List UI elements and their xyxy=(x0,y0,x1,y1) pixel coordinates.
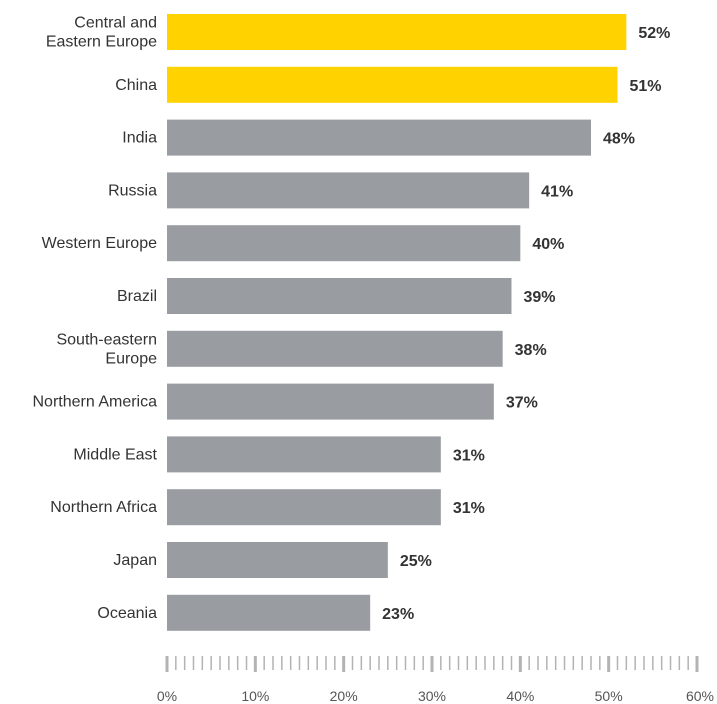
value-label-0: 52% xyxy=(638,25,670,42)
value-label-6: 38% xyxy=(515,342,547,359)
category-label-0: Central and Eastern Europe xyxy=(46,15,157,51)
bar-9 xyxy=(167,489,441,526)
bar-6 xyxy=(167,330,503,367)
bar-10 xyxy=(167,542,388,578)
x-tick-label-6: 60% xyxy=(686,688,714,704)
value-label-4: 40% xyxy=(532,236,564,253)
x-tick-label-3: 30% xyxy=(418,688,446,704)
bar-1 xyxy=(167,66,618,103)
category-label-line: Middle East xyxy=(73,446,157,463)
category-label-line: Russia xyxy=(108,182,157,199)
category-label-line: Eastern Europe xyxy=(46,34,157,51)
category-label-line: Europe xyxy=(105,350,157,367)
value-label-9: 31% xyxy=(453,500,485,517)
bar-3 xyxy=(167,172,530,209)
category-label-1: China xyxy=(115,77,157,94)
category-label-8: Middle East xyxy=(73,446,157,463)
value-label-1: 51% xyxy=(630,78,662,95)
bars-group xyxy=(167,14,627,631)
bar-5 xyxy=(167,278,512,314)
bar-0 xyxy=(167,14,627,50)
value-labels-group: 52% 51% 48% 41% 40% 39% 38% 37% 31% 31% 25% 23% xyxy=(382,25,670,623)
category-label-line: China xyxy=(115,77,157,94)
x-tick-label-0: 0% xyxy=(157,688,177,704)
value-label-2: 48% xyxy=(603,131,635,148)
category-label-5: Brazil xyxy=(117,288,157,305)
x-axis-tick-labels-group: 0% 10% 20% 30% 40% 50% 60% xyxy=(157,688,714,704)
category-label-line: Northern Africa xyxy=(50,499,157,516)
x-tick-label-5: 50% xyxy=(595,688,623,704)
x-tick-label-2: 20% xyxy=(330,688,358,704)
value-label-11: 23% xyxy=(382,606,414,623)
value-label-7: 37% xyxy=(506,395,538,412)
category-label-11: Oceania xyxy=(97,605,157,622)
category-label-2: India xyxy=(122,130,157,147)
category-label-9: Northern Africa xyxy=(50,499,157,516)
category-label-line: Northern America xyxy=(33,394,158,411)
value-label-8: 31% xyxy=(453,447,485,464)
bar-11 xyxy=(167,594,371,631)
category-label-10: Japan xyxy=(113,552,157,569)
category-label-line: Japan xyxy=(113,552,157,569)
bar-4 xyxy=(167,225,521,262)
bar-2 xyxy=(167,119,591,156)
bar-7 xyxy=(167,383,494,420)
x-tick-label-4: 40% xyxy=(506,688,534,704)
x-axis-ticks-group xyxy=(165,656,699,672)
category-label-line: Brazil xyxy=(117,288,157,305)
category-label-line: Western Europe xyxy=(42,235,157,252)
value-label-3: 41% xyxy=(541,183,573,200)
category-label-3: Russia xyxy=(108,182,157,199)
category-label-4: Western Europe xyxy=(42,235,157,252)
category-label-line: South-eastern xyxy=(56,331,157,348)
value-label-10: 25% xyxy=(400,553,432,570)
category-label-line: Central and xyxy=(74,15,157,32)
x-tick-label-1: 10% xyxy=(241,688,269,704)
category-label-line: Oceania xyxy=(97,605,157,622)
category-label-line: India xyxy=(122,130,157,147)
value-label-5: 39% xyxy=(524,289,556,306)
category-labels-group: Central and Eastern Europe China India Russi… xyxy=(33,15,158,622)
category-label-7: Northern America xyxy=(33,394,158,411)
bar-8 xyxy=(167,436,441,473)
category-label-6: South-eastern Europe xyxy=(56,331,157,367)
